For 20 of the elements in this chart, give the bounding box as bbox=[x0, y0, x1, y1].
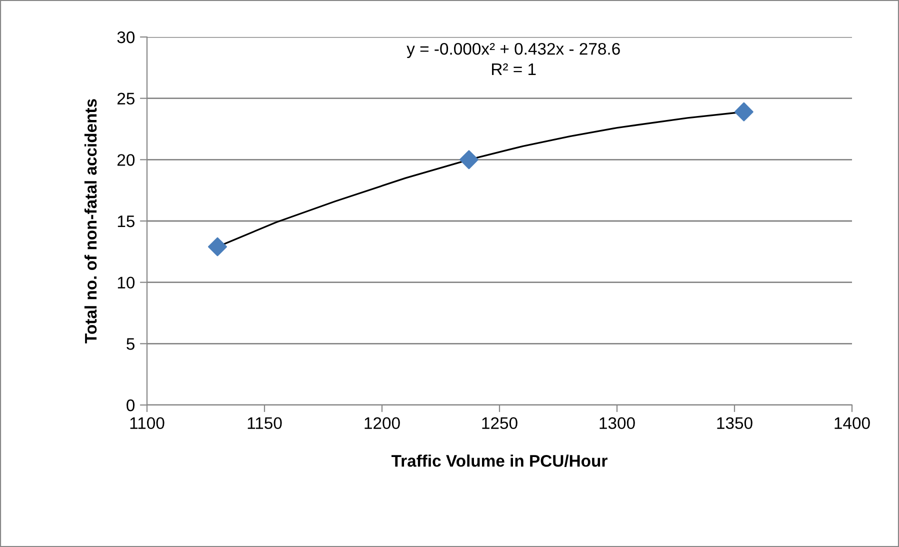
x-tick-label: 1400 bbox=[834, 417, 870, 430]
y-tick-label: 15 bbox=[118, 216, 134, 228]
y-tick-label: 10 bbox=[118, 276, 135, 289]
x-axis-title: Traffic Volume in PCU/Hour bbox=[391, 454, 608, 467]
x-tick-label: 1300 bbox=[600, 417, 635, 430]
y-tick-label: 25 bbox=[117, 92, 134, 105]
point bbox=[734, 102, 754, 122]
x-tick-label: 1200 bbox=[364, 417, 400, 430]
y-tick-label: 5 bbox=[126, 338, 134, 350]
annotation: y = -0.000x² + 0.432x - 278.6 R² = 1 bbox=[406, 42, 620, 75]
x-tick-label: 1150 bbox=[248, 417, 282, 430]
y-tick-label: 0 bbox=[126, 399, 135, 412]
x-tick-label: 1100 bbox=[130, 417, 164, 430]
point bbox=[459, 150, 478, 170]
x-tick-label: 1250 bbox=[482, 417, 518, 430]
y-axis-title: Total no. of non-fatal accidents bbox=[84, 99, 97, 344]
point bbox=[208, 237, 227, 256]
y-tick-label: 20 bbox=[117, 154, 135, 166]
y-tick-label: 30 bbox=[117, 31, 135, 44]
x-tick-label: 1350 bbox=[717, 417, 752, 430]
